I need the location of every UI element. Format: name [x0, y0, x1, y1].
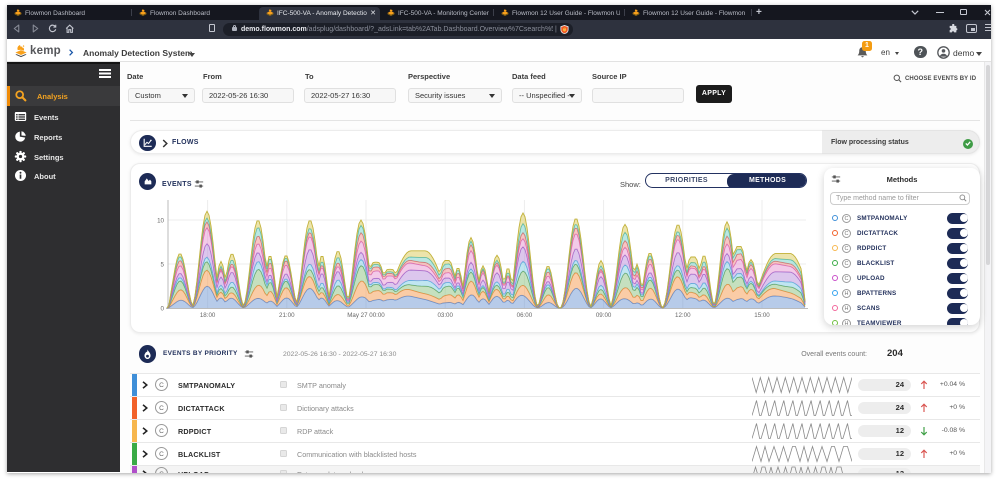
- svg-text:09:00: 09:00: [596, 312, 612, 319]
- svg-text:10: 10: [157, 218, 164, 225]
- svg-text:21:00: 21:00: [279, 312, 295, 319]
- svg-text:03:00: 03:00: [437, 312, 453, 319]
- svg-text:0: 0: [161, 306, 165, 313]
- svg-text:06:00: 06:00: [517, 312, 533, 319]
- svg-text:May 27 00:00: May 27 00:00: [347, 312, 385, 319]
- svg-text:12:00: 12:00: [675, 312, 691, 319]
- svg-text:18:00: 18:00: [200, 312, 216, 319]
- svg-text:15:00: 15:00: [754, 312, 770, 319]
- svg-text:5: 5: [161, 262, 165, 269]
